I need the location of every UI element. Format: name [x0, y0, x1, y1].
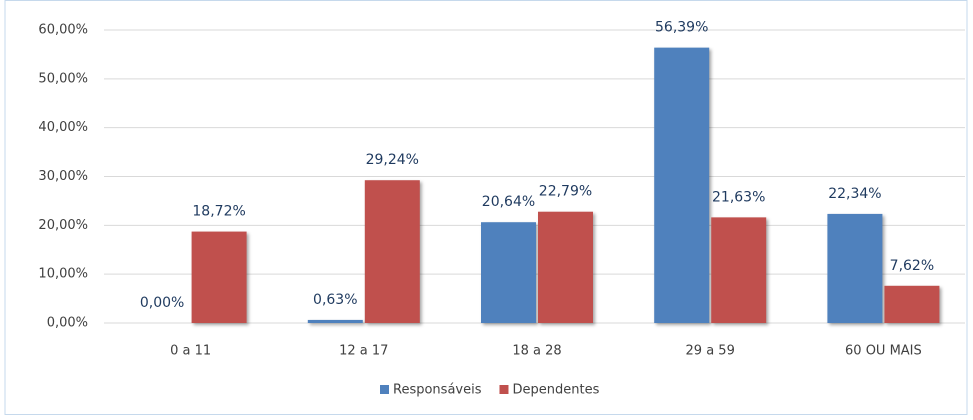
y-tick-label: 60,00% — [38, 23, 88, 38]
x-tick-label: 12 a 17 — [339, 344, 388, 359]
y-tick-label: 40,00% — [38, 120, 88, 135]
data-label: 18,72% — [192, 204, 245, 220]
y-tick-label: 0,00% — [47, 316, 88, 331]
x-tick-label: 18 a 28 — [512, 344, 561, 359]
bar — [481, 222, 536, 323]
chart-border — [4, 0, 968, 415]
data-label: 22,79% — [539, 184, 592, 200]
x-tick-label: 60 OU MAIS — [845, 344, 922, 359]
data-label: 22,34% — [828, 186, 881, 202]
bar — [364, 180, 420, 323]
data-label: 0,00% — [140, 295, 184, 311]
y-tick-label: 20,00% — [38, 218, 88, 233]
bar — [711, 217, 767, 323]
legend-swatch — [499, 385, 509, 394]
data-label: 0,63% — [313, 292, 357, 308]
bar — [884, 285, 940, 323]
data-label: 20,64% — [482, 194, 535, 210]
bar — [191, 231, 247, 323]
legend-swatch — [380, 385, 389, 394]
y-tick-label: 30,00% — [38, 169, 88, 184]
data-label: 29,24% — [366, 152, 419, 168]
data-label: 56,39% — [655, 20, 708, 36]
x-tick-label: 29 a 59 — [686, 344, 735, 359]
legend-label: Responsáveis — [393, 383, 482, 398]
bar — [654, 47, 710, 323]
legend-label: Dependentes — [512, 383, 599, 398]
data-label: 7,62% — [890, 258, 934, 274]
y-tick-label: 10,00% — [38, 267, 88, 282]
x-tick-label: 0 a 11 — [170, 344, 211, 359]
y-tick-label: 50,00% — [38, 71, 88, 86]
bar — [307, 319, 363, 323]
data-label: 21,63% — [712, 189, 765, 205]
bar — [827, 213, 883, 323]
bar — [538, 211, 593, 323]
